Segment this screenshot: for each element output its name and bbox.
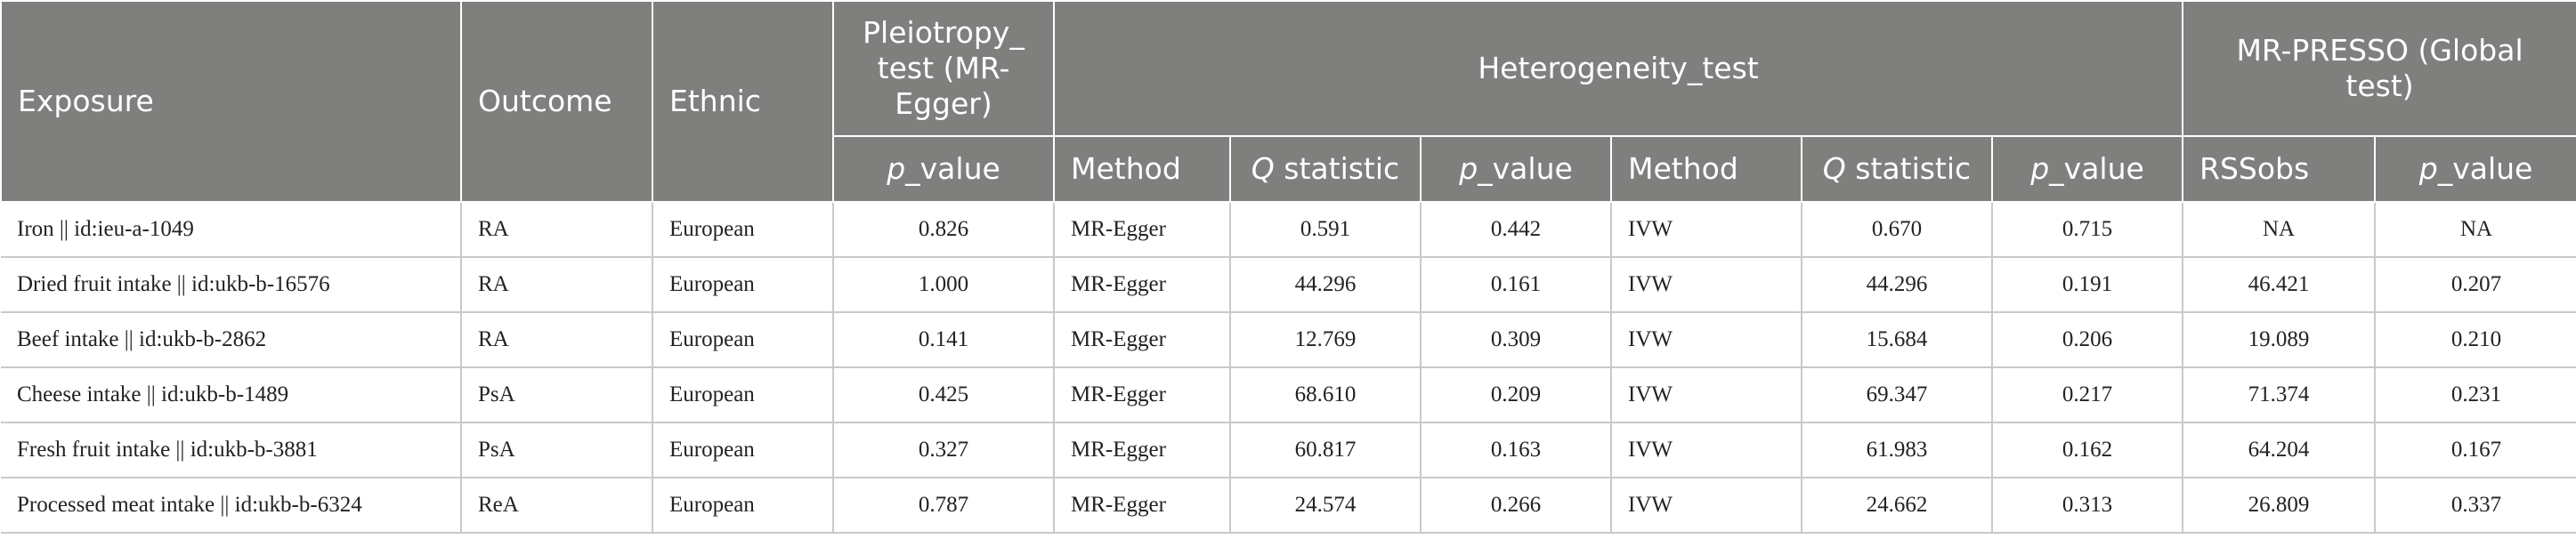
header-exposure: Exposure bbox=[0, 0, 462, 203]
table-row: Fresh fruit intake || id:ukb-b-3881 PsA … bbox=[1, 422, 2576, 479]
cell-exposure: Dried fruit intake || id:ukb-b-16576 bbox=[1, 257, 461, 313]
cell-q-statistic-2: 69.347 bbox=[1801, 367, 1992, 423]
cell-q-statistic-2: 61.983 bbox=[1801, 422, 1992, 479]
table-row: Cheese intake || id:ukb-b-1489 PsA Europ… bbox=[1, 367, 2576, 423]
header-mr-presso: MR-PRESSO (Global test) bbox=[2182, 0, 2576, 137]
cell-ethnic: European bbox=[652, 257, 833, 313]
cell-ethnic: European bbox=[652, 478, 833, 534]
cell-exposure: Fresh fruit intake || id:ukb-b-3881 bbox=[1, 422, 461, 479]
cell-method-1: MR-Egger bbox=[1053, 422, 1230, 479]
cell-p-value-2: 0.313 bbox=[1990, 478, 2183, 534]
cell-method-1: MR-Egger bbox=[1053, 478, 1230, 534]
table-row: Iron || id:ieu-a-1049 RA European 0.826 … bbox=[1, 202, 2576, 258]
cell-pleiotropy-p: 0.327 bbox=[832, 422, 1054, 479]
cell-p-value-2: 0.217 bbox=[1990, 367, 2183, 423]
cell-q-statistic-1: 60.817 bbox=[1229, 422, 1421, 479]
cell-pleiotropy-p: 0.787 bbox=[832, 478, 1054, 534]
table-row: Dried fruit intake || id:ukb-b-16576 RA … bbox=[1, 257, 2576, 313]
cell-exposure: Iron || id:ieu-a-1049 bbox=[1, 202, 461, 258]
cell-q-statistic-2: 44.296 bbox=[1801, 257, 1992, 313]
cell-q-statistic-1: 24.574 bbox=[1229, 478, 1421, 534]
cell-pleiotropy-p: 0.141 bbox=[832, 312, 1054, 368]
cell-rssobs: 64.204 bbox=[2182, 422, 2376, 479]
table-row: Processed meat intake || id:ukb-b-6324 R… bbox=[1, 478, 2576, 534]
header-ethnic: Ethnic bbox=[652, 0, 834, 203]
cell-exposure: Beef intake || id:ukb-b-2862 bbox=[1, 312, 461, 368]
cell-exposure: Cheese intake || id:ukb-b-1489 bbox=[1, 367, 461, 423]
cell-method-2: IVW bbox=[1610, 202, 1802, 258]
header-p-value-2: p_value bbox=[1990, 135, 2184, 203]
cell-pleiotropy-p: 0.425 bbox=[832, 367, 1054, 423]
cell-rssobs: 71.374 bbox=[2182, 367, 2376, 423]
cell-rssobs: 46.421 bbox=[2182, 257, 2376, 313]
cell-q-statistic-2: 0.670 bbox=[1801, 202, 1992, 258]
table-header: Exposure Outcome Ethnic Pleiotropy_ test… bbox=[0, 0, 2576, 203]
cell-ethnic: European bbox=[652, 202, 833, 258]
cell-pleiotropy-p: 1.000 bbox=[832, 257, 1054, 313]
cell-p-value-1: 0.309 bbox=[1420, 312, 1611, 368]
cell-p-value-1: 0.161 bbox=[1420, 257, 1611, 313]
cell-p-value-1: 0.266 bbox=[1420, 478, 1611, 534]
header-method-2: Method bbox=[1610, 135, 1802, 203]
cell-method-2: IVW bbox=[1610, 257, 1802, 313]
cell-method-2: IVW bbox=[1610, 422, 1802, 479]
cell-outcome: PsA bbox=[460, 367, 652, 423]
cell-exposure: Processed meat intake || id:ukb-b-6324 bbox=[1, 478, 461, 534]
header-q-statistic-2: Q statistic bbox=[1801, 135, 1993, 203]
cell-p-value-1: 0.442 bbox=[1420, 202, 1611, 258]
cell-method-2: IVW bbox=[1610, 312, 1802, 368]
cell-q-statistic-1: 0.591 bbox=[1229, 202, 1421, 258]
cell-outcome: PsA bbox=[460, 422, 652, 479]
table-body: Iron || id:ieu-a-1049 RA European 0.826 … bbox=[1, 202, 2576, 534]
cell-p-value-2: 0.715 bbox=[1990, 202, 2183, 258]
header-q-statistic-1: Q statistic bbox=[1229, 135, 1422, 203]
cell-method-2: IVW bbox=[1610, 478, 1802, 534]
cell-outcome: ReA bbox=[460, 478, 652, 534]
table-row: Beef intake || id:ukb-b-2862 RA European… bbox=[1, 312, 2576, 368]
cell-ethnic: European bbox=[652, 312, 833, 368]
header-heterogeneity-test: Heterogeneity_test bbox=[1052, 0, 2184, 137]
header-p-value-1: p_value bbox=[1420, 135, 1612, 203]
cell-method-1: MR-Egger bbox=[1053, 312, 1230, 368]
cell-outcome: RA bbox=[460, 202, 652, 258]
header-rssobs: RSSobs bbox=[2182, 135, 2377, 203]
header-method-1: Method bbox=[1053, 135, 1231, 203]
header-outcome: Outcome bbox=[460, 0, 653, 203]
cell-q-statistic-1: 44.296 bbox=[1229, 257, 1421, 313]
cell-method-1: MR-Egger bbox=[1053, 202, 1230, 258]
cell-presso-p: 0.210 bbox=[2374, 312, 2576, 368]
cell-ethnic: European bbox=[652, 367, 833, 423]
header-pleiotropy-test: Pleiotropy_ test (MR-Egger) bbox=[832, 0, 1055, 137]
cell-outcome: RA bbox=[460, 257, 652, 313]
cell-q-statistic-2: 15.684 bbox=[1801, 312, 1992, 368]
cell-p-value-2: 0.206 bbox=[1990, 312, 2183, 368]
cell-rssobs: 26.809 bbox=[2182, 478, 2376, 534]
cell-p-value-2: 0.191 bbox=[1990, 257, 2183, 313]
cell-q-statistic-2: 24.662 bbox=[1801, 478, 1992, 534]
cell-q-statistic-1: 68.610 bbox=[1229, 367, 1421, 423]
header-pleiotropy-p-value: p_value bbox=[832, 135, 1055, 203]
cell-p-value-1: 0.209 bbox=[1420, 367, 1611, 423]
cell-outcome: RA bbox=[460, 312, 652, 368]
cell-method-1: MR-Egger bbox=[1053, 257, 1230, 313]
cell-presso-p: 0.207 bbox=[2374, 257, 2576, 313]
cell-q-statistic-1: 12.769 bbox=[1229, 312, 1421, 368]
cell-rssobs: 19.089 bbox=[2182, 312, 2376, 368]
header-presso-p-value: p_value bbox=[2374, 135, 2576, 203]
cell-p-value-1: 0.163 bbox=[1420, 422, 1611, 479]
cell-p-value-2: 0.162 bbox=[1990, 422, 2183, 479]
cell-pleiotropy-p: 0.826 bbox=[832, 202, 1054, 258]
cell-presso-p: 0.167 bbox=[2374, 422, 2576, 479]
cell-method-1: MR-Egger bbox=[1053, 367, 1230, 423]
results-table: Exposure Outcome Ethnic Pleiotropy_ test… bbox=[0, 0, 2576, 534]
cell-presso-p: NA bbox=[2374, 202, 2576, 258]
cell-ethnic: European bbox=[652, 422, 833, 479]
cell-presso-p: 0.231 bbox=[2374, 367, 2576, 423]
cell-rssobs: NA bbox=[2182, 202, 2376, 258]
cell-presso-p: 0.337 bbox=[2374, 478, 2576, 534]
cell-method-2: IVW bbox=[1610, 367, 1802, 423]
